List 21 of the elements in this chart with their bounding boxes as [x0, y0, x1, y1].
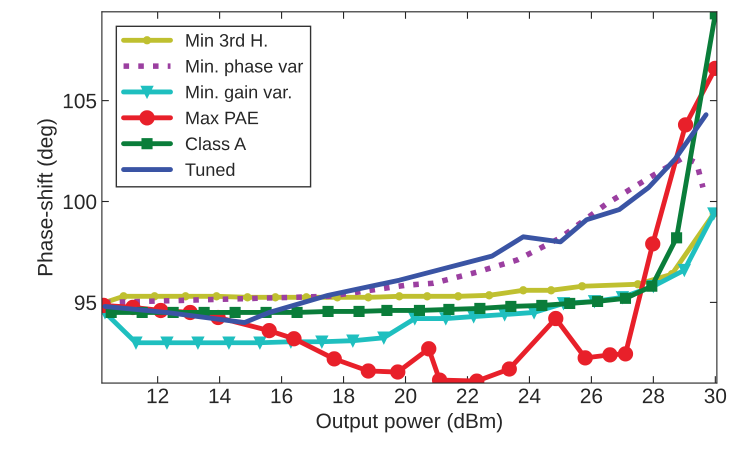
- x-tick-label: 16: [272, 388, 292, 404]
- x-tick-label: 12: [148, 388, 168, 404]
- x-tick-label: 22: [456, 388, 478, 404]
- y-tick-label: 105: [64, 94, 96, 108]
- x-tick-label: 30: [704, 388, 726, 404]
- x-tick-label: 28: [642, 388, 664, 404]
- legend-label: Min. gain var.: [186, 85, 291, 102]
- y-axis-title: Phase-shift (deg): [37, 119, 57, 276]
- legend-label: Min. phase var: [186, 59, 304, 76]
- legend-label: Min 3rd H.: [186, 33, 267, 47]
- x-tick-label: 14: [210, 388, 231, 404]
- x-tick-label: 18: [334, 388, 354, 404]
- x-axis-title: Output power (dBm): [316, 412, 502, 432]
- legend-label: Max PAE: [186, 112, 258, 124]
- y-tick-label: 100: [64, 194, 96, 210]
- x-tick-label: 20: [394, 388, 416, 404]
- x-tick-label: 24: [518, 388, 540, 404]
- x-tick-label: 26: [580, 388, 602, 404]
- y-tick-label: 95: [74, 295, 96, 310]
- legend-label: Class A: [186, 136, 246, 150]
- legend-label: Tuned: [185, 162, 234, 176]
